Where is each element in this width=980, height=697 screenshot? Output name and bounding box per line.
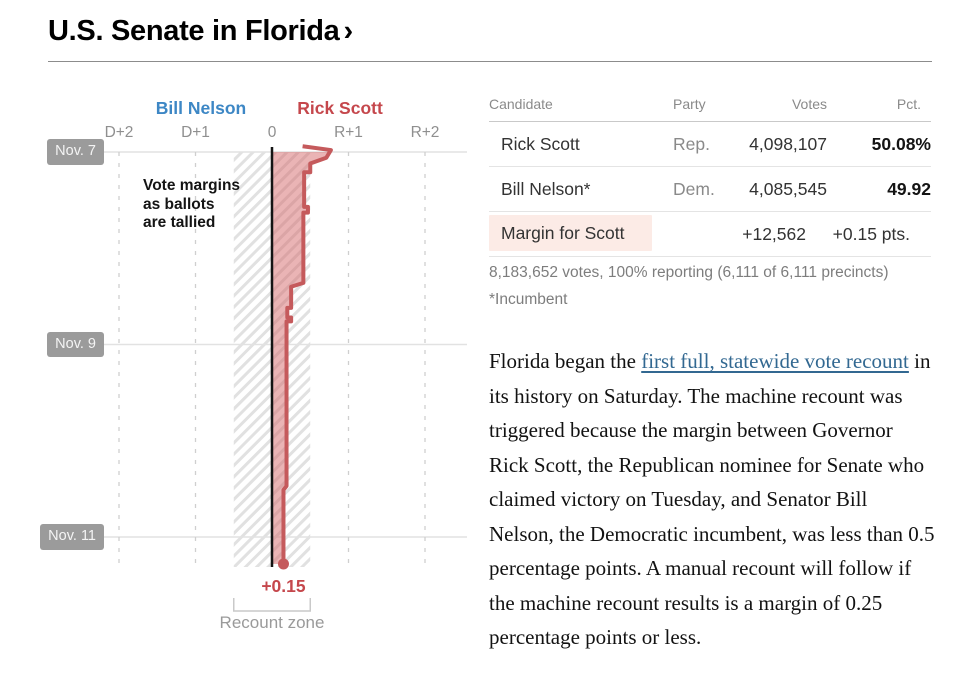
page-title-text: U.S. Senate in Florida [48, 15, 340, 47]
table-row: Bill Nelson* Dem. 4,085,545 49.92 [489, 167, 931, 212]
x-tick-zero: 0 [267, 124, 277, 141]
end-value-label: +0.15 [261, 576, 306, 596]
page-title-link[interactable]: U.S. Senate in Florida › [48, 15, 353, 48]
margin-label-highlight: Margin for Scott [489, 215, 652, 251]
article-text-after-link: in its history on Saturday. The machine … [489, 349, 935, 649]
article-text-before-link: Florida began the [489, 349, 642, 373]
article-paragraph: Florida began the first full, statewide … [489, 344, 936, 655]
candidate-name: Rick Scott [501, 133, 580, 154]
results-table: Candidate Party Votes Pct. Rick Scott Re… [489, 96, 931, 257]
candidate-pct: 49.92 [887, 178, 931, 199]
candidate-name: Bill Nelson* [501, 178, 591, 199]
date-badge-nov9: Nov. 9 [47, 331, 104, 357]
candidate-pct: 50.08% [871, 133, 931, 154]
column-header-pct: Pct. [896, 96, 921, 112]
x-tick-r1: R+1 [334, 124, 363, 141]
chart-annotation: Vote margins as ballots are tallied [143, 177, 240, 233]
chart-annotation-line1: Vote margins [143, 177, 241, 194]
candidate-votes: 4,085,545 [749, 178, 827, 199]
recount-zone-label: Recount zone [219, 613, 325, 632]
margin-votes: +12,562 [742, 223, 806, 244]
incumbent-footnote: *Incumbent [489, 291, 568, 308]
table-header-row: Candidate Party Votes Pct. [489, 96, 931, 122]
x-tick-d2: D+2 [104, 124, 134, 141]
column-header-candidate: Candidate [489, 96, 553, 112]
margin-pct: +0.15 pts. [832, 223, 910, 244]
recount-article-link[interactable]: first full, statewide vote recount [641, 349, 909, 373]
title-divider [48, 61, 932, 62]
reporting-footnote: 8,183,652 votes, 100% reporting (6,111 o… [489, 264, 889, 281]
x-tick-r2: R+2 [410, 124, 440, 141]
candidate-votes: 4,098,107 [749, 133, 827, 154]
column-header-votes: Votes [791, 96, 827, 112]
margin-row: Margin for Scott +12,562 +0.15 pts. [489, 212, 931, 257]
margin-label: Margin for Scott [501, 222, 625, 243]
table-row: Rick Scott Rep. 4,098,107 50.08% [489, 122, 931, 167]
chart-annotation-line2: as ballots [143, 195, 215, 213]
x-tick-d1: D+1 [181, 124, 210, 141]
date-badge-nov7: Nov. 7 [47, 139, 104, 165]
candidate-party: Dem. [673, 178, 715, 199]
margin-chart-svg [48, 144, 467, 612]
chart-annotation-line3: are tallied [143, 214, 216, 231]
date-badge-nov11: Nov. 11 [40, 524, 104, 550]
legend-bill-nelson: Bill Nelson [155, 98, 247, 118]
column-header-party: Party [673, 96, 706, 112]
legend-rick-scott: Rick Scott [297, 98, 383, 118]
candidate-party: Rep. [673, 133, 710, 154]
chevron-right-icon: › [343, 15, 354, 47]
